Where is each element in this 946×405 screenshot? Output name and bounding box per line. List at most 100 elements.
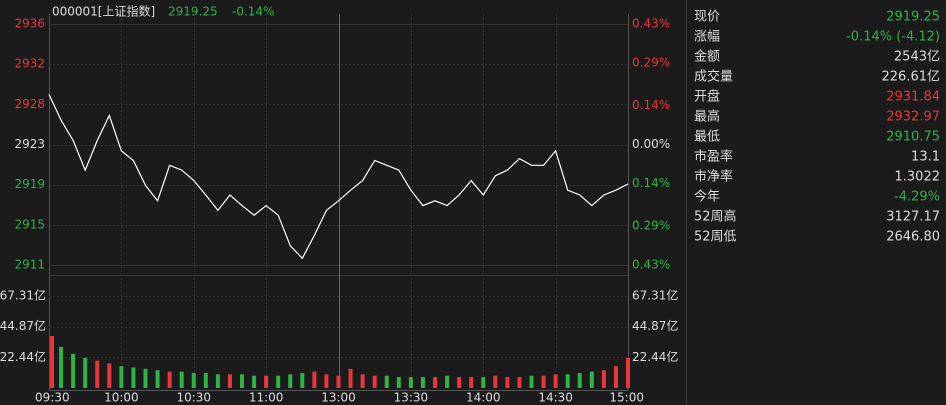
quote-value: 2931.84 xyxy=(886,90,940,105)
quote-label: 涨幅 xyxy=(694,30,720,45)
volume-bar xyxy=(71,353,76,388)
quote-label: 最高 xyxy=(694,109,720,125)
volume-bar xyxy=(131,367,136,388)
y-tick-label: 2923 xyxy=(14,137,45,151)
x-tick-label: 14:00 xyxy=(466,391,501,405)
x-tick-label: 11:00 xyxy=(249,391,284,405)
quote-value: 2543亿 xyxy=(894,50,940,65)
volume-bar xyxy=(59,346,64,388)
volume-bar xyxy=(601,370,606,388)
quote-value: -0.14% (-4.12) xyxy=(846,30,940,45)
quote-label: 市净率 xyxy=(694,169,733,185)
volume-bar xyxy=(457,377,462,388)
volume-tick-label: 67.31亿 xyxy=(632,287,678,302)
y2-tick-label: 0.14% xyxy=(632,176,670,190)
chart-title: 000001[上证指数] xyxy=(52,4,155,19)
volume-tick-label: 22.44亿 xyxy=(632,349,678,364)
quote-value: 3127.17 xyxy=(886,210,940,225)
volume-bar xyxy=(469,377,474,388)
quote-value: 2910.75 xyxy=(886,130,940,145)
volume-bar xyxy=(312,371,317,388)
volume-bar xyxy=(577,372,582,388)
price-line xyxy=(48,94,629,260)
volume-bar xyxy=(360,374,365,388)
volume-bar xyxy=(433,377,437,388)
quote-label: 今年 xyxy=(694,189,720,205)
volume-bar xyxy=(613,366,618,388)
volume-bar xyxy=(288,374,293,388)
volume-bar xyxy=(553,374,558,388)
y2-tick-label: 0.43% xyxy=(632,258,670,272)
quote-value: 2932.97 xyxy=(886,110,940,125)
quote-label: 52周低 xyxy=(694,230,737,245)
volume-bar xyxy=(191,372,196,388)
volume-bar xyxy=(529,375,534,388)
volume-bar xyxy=(167,371,172,388)
quote-value: 2919.25 xyxy=(886,10,940,25)
quote-value: -4.29% xyxy=(894,190,940,205)
quote-value: 2646.80 xyxy=(886,230,940,245)
volume-bar xyxy=(83,357,88,388)
y-tick-label: 2911 xyxy=(14,258,45,272)
volume-bar xyxy=(384,375,389,388)
volume-bar xyxy=(505,377,510,388)
volume-tick-label: 22.44亿 xyxy=(0,349,46,364)
volume-bar xyxy=(240,374,244,388)
volume-bar xyxy=(324,374,329,388)
quote-label: 现价 xyxy=(694,10,720,25)
volume-bar xyxy=(348,368,353,388)
quote-label: 开盘 xyxy=(694,89,720,105)
y2-tick-label: 0.29% xyxy=(632,218,670,232)
x-tick-label: 09:30 xyxy=(35,391,70,405)
volume-bar xyxy=(420,377,425,388)
quote-label: 成交量 xyxy=(694,69,733,85)
x-tick-label: 14:30 xyxy=(538,391,573,405)
volume-bar xyxy=(336,375,341,388)
volume-bar xyxy=(95,360,100,388)
plot: 2936 2932 2928 2923 2919 2915 2911 0.43% 0.29% 0.… xyxy=(0,14,678,405)
volume-bar xyxy=(372,375,377,388)
volume-bar xyxy=(227,374,232,388)
volume-bar xyxy=(215,374,220,388)
x-tick-label: 13:00 xyxy=(321,391,356,405)
volume-bar xyxy=(300,372,305,388)
y-tick-label: 2932 xyxy=(14,57,45,71)
volume-bar xyxy=(445,375,450,388)
volume-bar xyxy=(155,370,160,388)
volume-bar xyxy=(408,377,413,388)
volume-bar xyxy=(179,371,184,388)
header-change: -0.14% xyxy=(232,5,274,19)
y-tick-label: 2915 xyxy=(14,217,45,231)
volume-bar xyxy=(626,357,630,388)
header-price: 2919.25 xyxy=(168,5,218,19)
volume-tick-label: 44.87亿 xyxy=(0,318,46,333)
quote-value: 226.61亿 xyxy=(882,70,941,85)
quote-label: 金额 xyxy=(694,49,720,65)
volume-bar xyxy=(396,377,401,388)
quote-label: 市盈率 xyxy=(694,149,733,165)
volume-tick-label: 44.87亿 xyxy=(632,318,678,333)
quote-value: 13.1 xyxy=(911,150,940,165)
volume-bar xyxy=(589,371,594,388)
y-tick-label: 2919 xyxy=(14,177,45,191)
y2-tick-label: 0.29% xyxy=(632,56,670,70)
volume-tick-label: 67.31亿 xyxy=(0,287,46,302)
x-tick-label: 13:30 xyxy=(394,391,429,405)
volume-bar xyxy=(107,363,112,388)
y2-tick-label: 0.14% xyxy=(632,98,670,112)
volume-bar xyxy=(517,377,522,388)
volume-bar xyxy=(276,375,281,388)
y-tick-label: 2928 xyxy=(14,97,45,111)
volume-bar xyxy=(565,374,570,388)
quote-label: 最低 xyxy=(694,130,720,145)
volume-bar xyxy=(50,336,54,388)
quote-label: 52周高 xyxy=(694,209,737,225)
volume-bar xyxy=(143,368,148,388)
x-tick-label: 15:00 xyxy=(609,391,644,405)
volume-bar xyxy=(264,375,269,388)
y-tick-label: 2936 xyxy=(14,17,45,31)
